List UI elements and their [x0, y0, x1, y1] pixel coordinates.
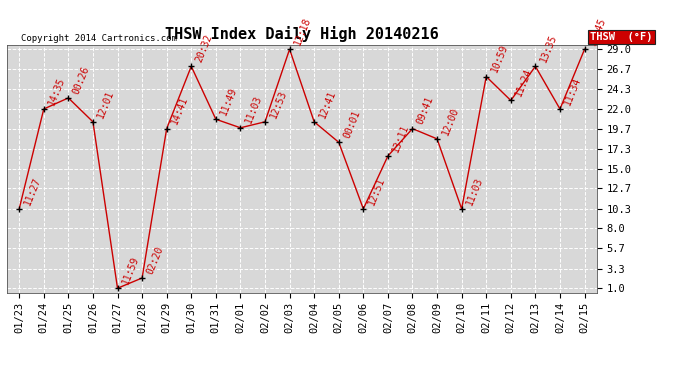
- Text: 00:01: 00:01: [342, 109, 362, 140]
- Text: THSW  (°F): THSW (°F): [590, 32, 653, 42]
- Text: 14:41: 14:41: [170, 95, 190, 126]
- Text: 10:45: 10:45: [587, 16, 608, 47]
- Text: 11:03: 11:03: [464, 176, 485, 206]
- Text: 12:51: 12:51: [366, 176, 386, 206]
- Text: 12:41: 12:41: [317, 88, 337, 119]
- Title: THSW Index Daily High 20140216: THSW Index Daily High 20140216: [165, 27, 439, 42]
- Text: 11:59: 11:59: [121, 255, 141, 286]
- Text: 13:35: 13:35: [538, 33, 559, 64]
- Text: 12:01: 12:01: [96, 88, 116, 119]
- Text: 13:11: 13:11: [391, 122, 411, 153]
- Text: 11:03: 11:03: [244, 94, 264, 125]
- Text: 00:26: 00:26: [71, 64, 92, 95]
- Text: 10:59: 10:59: [489, 43, 509, 74]
- Text: 14:35: 14:35: [47, 75, 67, 106]
- Text: 12:18: 12:18: [293, 16, 313, 47]
- Text: 20:32: 20:32: [194, 33, 215, 64]
- Text: 11:49: 11:49: [219, 86, 239, 117]
- Text: 11:24: 11:24: [514, 67, 534, 98]
- Text: 11:34: 11:34: [563, 75, 583, 106]
- Text: Copyright 2014 Cartronics.com: Copyright 2014 Cartronics.com: [21, 34, 177, 43]
- Text: 11:27: 11:27: [22, 176, 42, 206]
- Text: 12:53: 12:53: [268, 88, 288, 119]
- Text: 12:00: 12:00: [440, 105, 460, 136]
- Text: 09:41: 09:41: [415, 95, 435, 126]
- Text: 02:20: 02:20: [145, 244, 166, 275]
